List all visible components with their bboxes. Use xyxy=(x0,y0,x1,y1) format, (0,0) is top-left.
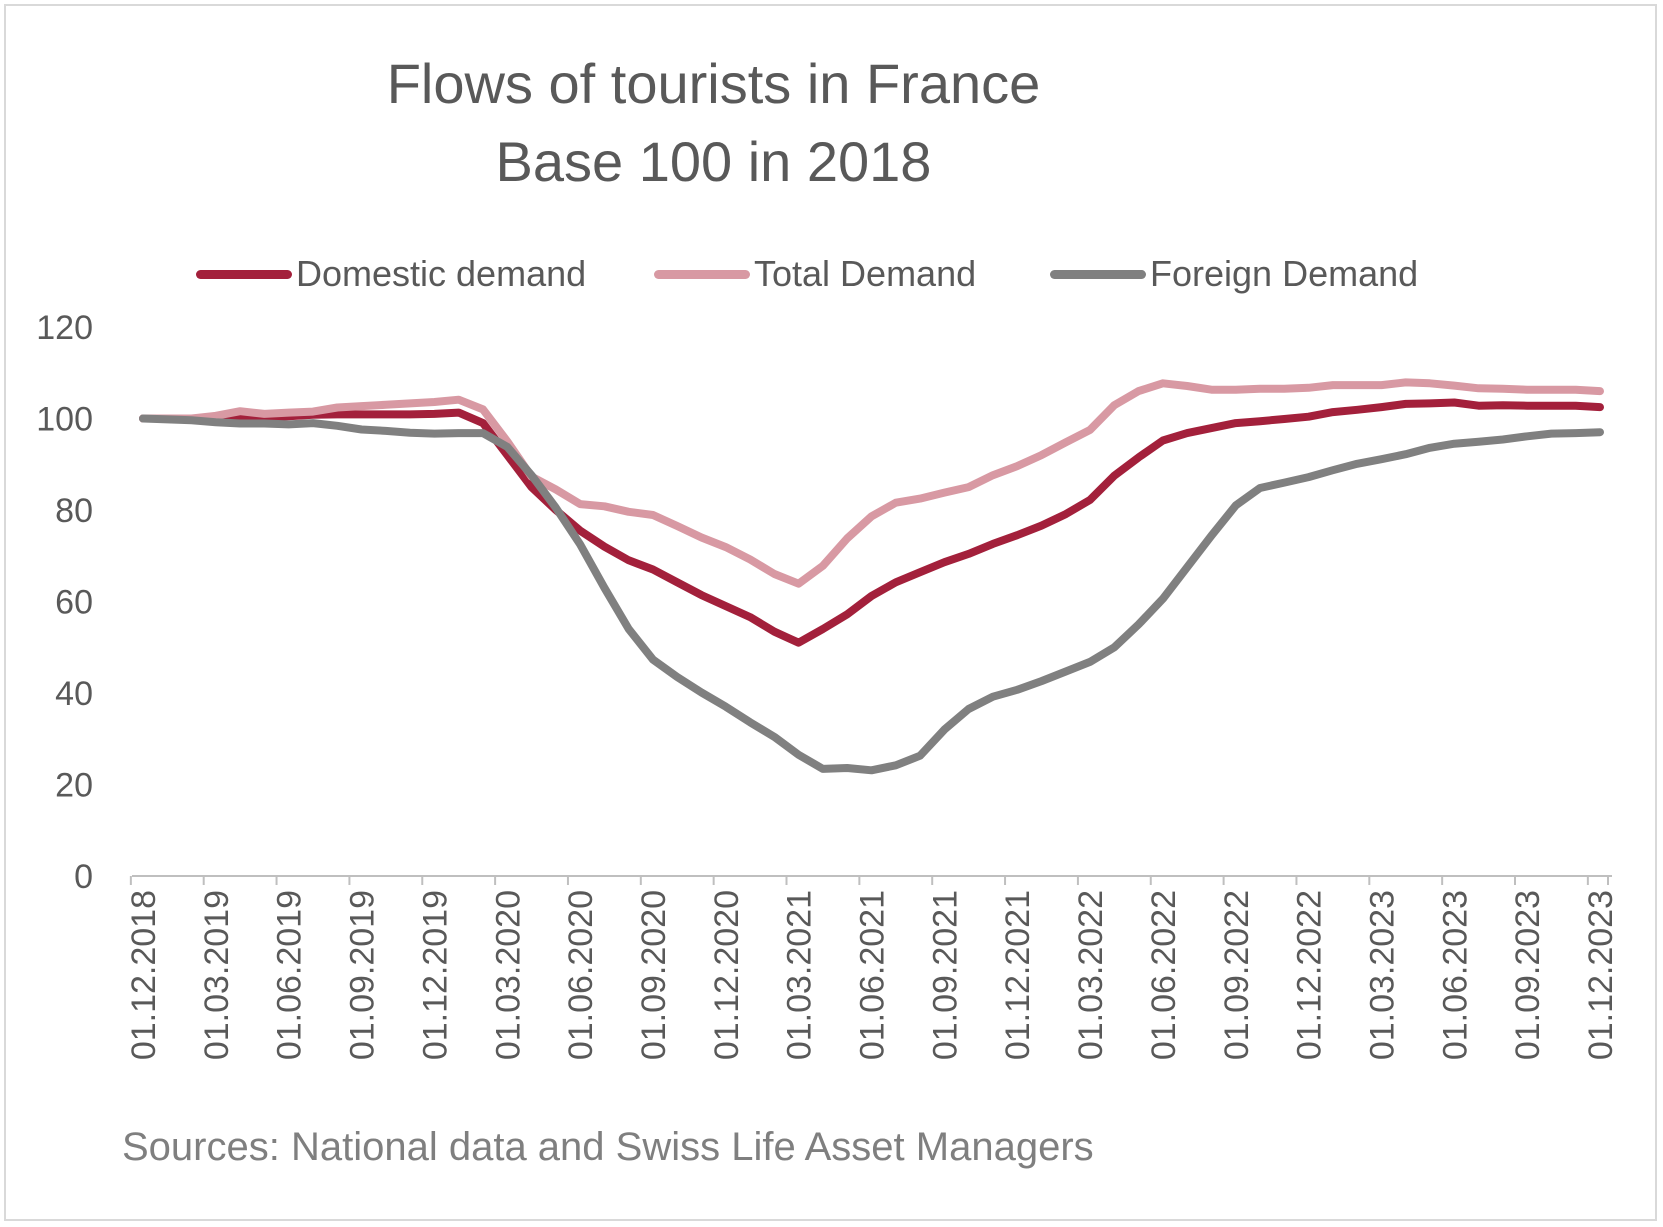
x-tick-label: 01.09.2020 xyxy=(635,890,673,1060)
y-tick-label-60: 60 xyxy=(55,584,93,622)
series-line-domestic-demand xyxy=(139,398,1604,647)
series-line-total-demand xyxy=(139,378,1604,588)
x-tick-label: 01.06.2019 xyxy=(271,890,309,1060)
y-tick-label-0: 0 xyxy=(74,858,93,896)
x-tick-label: 01.12.2023 xyxy=(1582,890,1620,1060)
x-tick-label: 01.03.2022 xyxy=(1072,890,1110,1060)
x-tick-label: 01.09.2019 xyxy=(344,890,382,1060)
chart-frame xyxy=(4,4,1657,1221)
x-tick-label: 01.09.2022 xyxy=(1218,890,1256,1060)
legend-swatch-total xyxy=(654,269,750,279)
y-tick-label-20: 20 xyxy=(55,767,93,805)
y-tick-label-80: 80 xyxy=(55,492,93,530)
chart-title: Flows of tourists in France xyxy=(386,52,1041,115)
x-tick-label: 01.06.2023 xyxy=(1436,890,1474,1060)
x-tick-label: 01.03.2019 xyxy=(198,890,236,1060)
x-tick-label: 01.03.2023 xyxy=(1363,890,1401,1060)
x-tick-label: 01.12.2020 xyxy=(708,890,746,1060)
x-tick-label: 01.12.2021 xyxy=(999,890,1037,1060)
x-tick-label: 01.06.2021 xyxy=(854,890,892,1060)
x-tick-label: 01.09.2023 xyxy=(1509,890,1547,1060)
y-tick-label-120: 120 xyxy=(36,309,93,347)
legend-item-total: Total Demand xyxy=(654,252,976,296)
legend-item-foreign: Foreign Demand xyxy=(1050,252,1418,296)
chart-legend: Domestic demand Total Demand Foreign Dem… xyxy=(0,252,1663,296)
x-tick-label: 01.06.2022 xyxy=(1145,890,1183,1060)
chart-source: Sources: National data and Swiss Life As… xyxy=(122,1125,1094,1169)
x-tick-label: 01.06.2020 xyxy=(562,890,600,1060)
x-tick-label: 01.09.2021 xyxy=(926,890,964,1060)
legend-label-foreign: Foreign Demand xyxy=(1150,253,1419,294)
legend-item-domestic: Domestic demand xyxy=(196,252,586,296)
legend-label-domestic: Domestic demand xyxy=(296,253,587,294)
x-tick-label: 01.12.2019 xyxy=(416,890,454,1060)
y-tick-label-100: 100 xyxy=(36,401,93,439)
x-tick-label: 01.03.2021 xyxy=(781,890,819,1060)
y-tick-label-40: 40 xyxy=(55,675,93,713)
series-line-foreign-demand xyxy=(139,414,1604,775)
x-tick-label: 01.12.2022 xyxy=(1291,890,1329,1060)
chart-subtitle: Base 100 in 2018 xyxy=(495,130,932,193)
legend-swatch-domestic xyxy=(196,269,292,279)
legend-label-total: Total Demand xyxy=(754,253,977,294)
legend-swatch-foreign xyxy=(1050,269,1146,279)
x-tick-label: 01.12.2018 xyxy=(125,890,163,1060)
x-tick-label: 01.03.2020 xyxy=(489,890,527,1060)
